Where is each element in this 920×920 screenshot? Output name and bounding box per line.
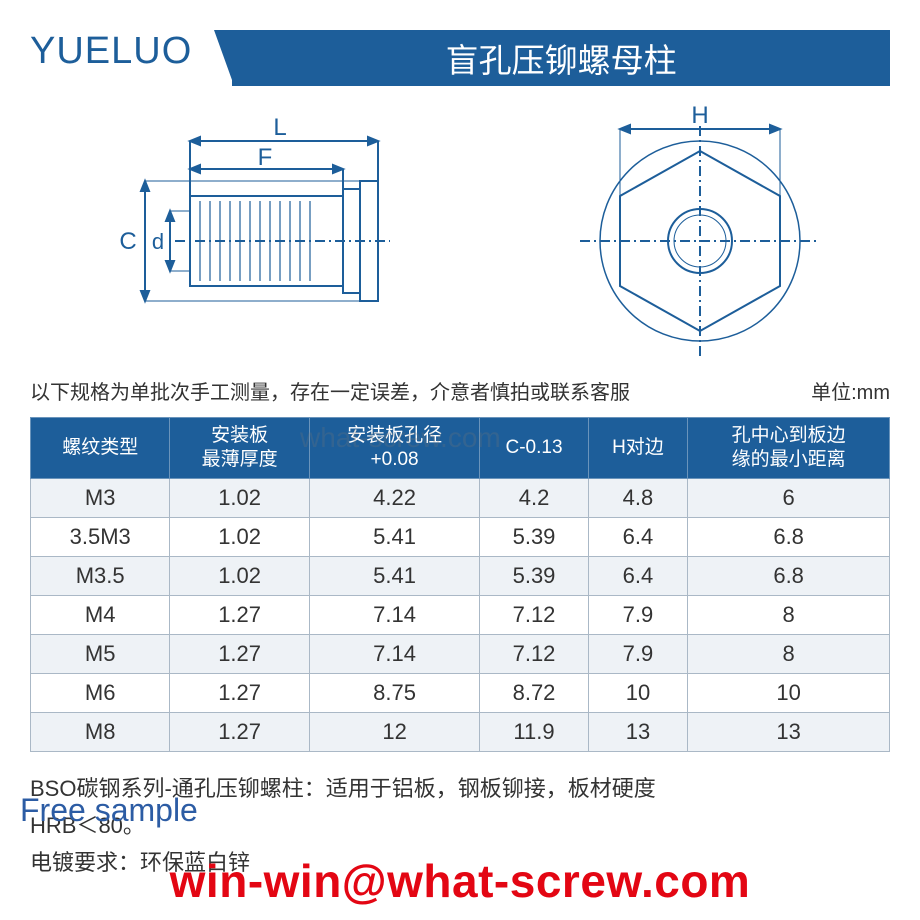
- table-cell: 1.02: [170, 478, 309, 517]
- table-row: M31.024.224.24.86: [31, 478, 890, 517]
- table-row: 3.5M31.025.415.396.46.8: [31, 517, 890, 556]
- table-cell: 13: [588, 712, 688, 751]
- table-cell: 8: [688, 595, 890, 634]
- table-header-cell: 螺纹类型: [31, 418, 170, 479]
- table-row: M61.278.758.721010: [31, 673, 890, 712]
- table-header-cell: 安装板最薄厚度: [170, 418, 309, 479]
- specification-table: 螺纹类型安装板最薄厚度安装板孔径+0.08C-0.13H对边孔中心到板边缘的最小…: [30, 417, 890, 752]
- table-cell: 6.4: [588, 556, 688, 595]
- table-header-cell: 安装板孔径+0.08: [309, 418, 480, 479]
- table-cell: 1.02: [170, 556, 309, 595]
- table-cell: 10: [588, 673, 688, 712]
- table-cell: 3.5M3: [31, 517, 170, 556]
- contact-email: win-win@what-screw.com: [0, 854, 920, 908]
- table-cell: M6: [31, 673, 170, 712]
- table-cell: 5.39: [480, 556, 588, 595]
- technical-diagram: L F C d H: [30, 116, 890, 356]
- table-cell: 1.27: [170, 673, 309, 712]
- dim-label-C: C: [119, 228, 136, 255]
- table-row: M51.277.147.127.98: [31, 634, 890, 673]
- table-row: M41.277.147.127.98: [31, 595, 890, 634]
- table-cell: 4.22: [309, 478, 480, 517]
- table-cell: 8.75: [309, 673, 480, 712]
- page-title-banner: 盲孔压铆螺母柱: [232, 30, 890, 86]
- table-cell: M3.5: [31, 556, 170, 595]
- table-header-cell: 孔中心到板边缘的最小距离: [688, 418, 890, 479]
- table-cell: 10: [688, 673, 890, 712]
- table-header-cell: H对边: [588, 418, 688, 479]
- table-cell: M3: [31, 478, 170, 517]
- table-cell: 1.02: [170, 517, 309, 556]
- table-cell: M5: [31, 634, 170, 673]
- dim-label-d: d: [152, 229, 164, 254]
- table-cell: 1.27: [170, 712, 309, 751]
- table-cell: 12: [309, 712, 480, 751]
- table-cell: 7.12: [480, 595, 588, 634]
- table-cell: 7.9: [588, 595, 688, 634]
- table-cell: 4.8: [588, 478, 688, 517]
- table-cell: 5.39: [480, 517, 588, 556]
- table-cell: 1.27: [170, 595, 309, 634]
- table-cell: 1.27: [170, 634, 309, 673]
- table-cell: 7.14: [309, 595, 480, 634]
- table-cell: M8: [31, 712, 170, 751]
- table-cell: M4: [31, 595, 170, 634]
- free-sample-overlay: Free sample: [20, 792, 198, 829]
- table-cell: 7.12: [480, 634, 588, 673]
- table-header-cell: C-0.13: [480, 418, 588, 479]
- table-cell: 7.9: [588, 634, 688, 673]
- table-cell: 5.41: [309, 556, 480, 595]
- table-cell: 6: [688, 478, 890, 517]
- table-cell: 6.8: [688, 556, 890, 595]
- dim-label-F: F: [258, 144, 273, 171]
- table-cell: 5.41: [309, 517, 480, 556]
- table-cell: 6.8: [688, 517, 890, 556]
- table-cell: 11.9: [480, 712, 588, 751]
- table-cell: 8: [688, 634, 890, 673]
- table-cell: 4.2: [480, 478, 588, 517]
- table-cell: 7.14: [309, 634, 480, 673]
- table-cell: 13: [688, 712, 890, 751]
- table-row: M3.51.025.415.396.46.8: [31, 556, 890, 595]
- measurement-note: 以下规格为单批次手工测量，存在一定误差，介意者慎拍或联系客服: [30, 376, 630, 405]
- brand-logo: YUELUO: [30, 30, 192, 73]
- table-row: M81.271211.91313: [31, 712, 890, 751]
- table-cell: 6.4: [588, 517, 688, 556]
- unit-label: 单位:mm: [811, 376, 890, 405]
- dim-label-L: L: [273, 114, 286, 141]
- dim-label-H: H: [691, 102, 708, 129]
- table-cell: 8.72: [480, 673, 588, 712]
